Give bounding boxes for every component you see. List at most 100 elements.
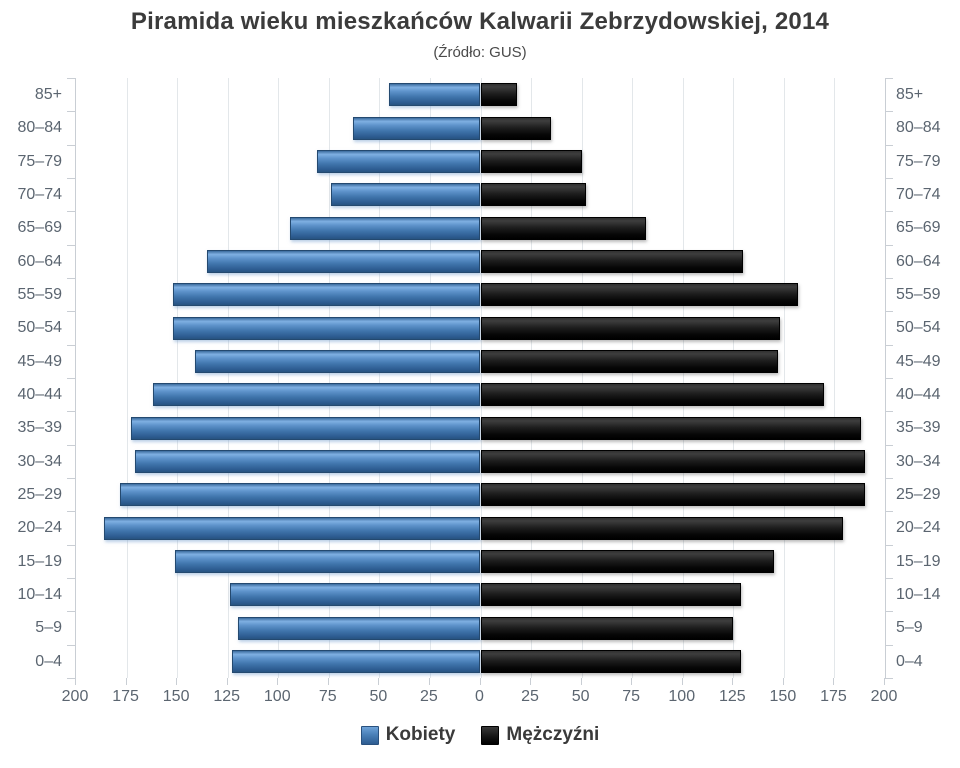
bar-mezczyzni-15–19	[480, 549, 774, 573]
legend-item-mezczyzni: Mężczyźni	[481, 724, 599, 746]
bar-mezczyzni-0–4	[480, 649, 742, 673]
x-axis-tick-label: 100	[263, 688, 291, 705]
y-axis-tick-left	[67, 678, 75, 679]
age-label-left: 80–84	[17, 119, 63, 137]
gridline	[379, 78, 381, 678]
age-label-right: 10–14	[896, 586, 941, 603]
y-axis-tick-right	[885, 311, 893, 312]
x-axis-tick-label: 200	[870, 688, 898, 705]
x-axis-tick	[378, 678, 380, 685]
bar-kobiety-75–79	[316, 149, 481, 173]
gridline	[733, 78, 735, 678]
plot-area	[75, 78, 886, 678]
y-axis-tick-right	[885, 278, 893, 279]
y-axis-tick-left	[67, 578, 75, 579]
y-axis-tick-left	[67, 611, 75, 612]
age-label-right: 35–39	[896, 419, 941, 437]
y-axis-tick-left	[67, 545, 75, 546]
y-axis-tick-right	[885, 345, 893, 346]
x-axis-tick	[580, 678, 582, 685]
page-subtitle: (Źródło: GUS)	[433, 44, 527, 61]
x-axis-tick-label: 75	[622, 688, 641, 705]
bar-kobiety-0–4	[231, 649, 481, 673]
age-label-right: 40–44	[896, 386, 941, 403]
age-label-left: 60–64	[17, 252, 63, 270]
y-axis-tick-left	[67, 78, 75, 79]
gridline	[227, 78, 229, 678]
bar-kobiety-80–84	[353, 116, 481, 140]
bar-kobiety-45–49	[195, 349, 481, 373]
gridline	[278, 78, 280, 678]
bar-kobiety-15–19	[175, 549, 481, 573]
age-label-right: 75–79	[896, 152, 941, 170]
x-axis-tick-label: 25	[420, 688, 438, 705]
bar-kobiety-50–54	[173, 316, 481, 340]
bar-kobiety-65–69	[290, 216, 481, 240]
age-label-left: 50–54	[17, 319, 63, 337]
y-axis-tick-left	[67, 145, 75, 146]
x-axis-tick-label: 150	[162, 688, 190, 705]
age-label-right: 85+	[896, 86, 924, 103]
y-axis-tick-right	[885, 411, 893, 412]
bar-kobiety-5–9	[237, 616, 481, 640]
y-axis-tick-right	[885, 445, 893, 446]
y-axis-tick-left	[67, 478, 75, 479]
age-label-right: 15–19	[896, 552, 941, 570]
age-label-right: 25–29	[896, 486, 941, 503]
x-axis-tick	[428, 678, 430, 685]
age-label-left: 15–19	[17, 552, 63, 570]
y-axis-tick-right	[885, 78, 893, 79]
y-axis-tick-right	[885, 645, 893, 646]
y-axis-tick-right	[885, 111, 893, 112]
gridline	[783, 78, 785, 678]
age-label-left: 70–74	[17, 186, 63, 203]
legend-label-kobiety: Kobiety	[385, 724, 456, 745]
y-axis-tick-right	[885, 211, 893, 212]
x-axis-tick	[277, 678, 279, 685]
x-axis-tick-label: 100	[668, 688, 696, 705]
bar-mezczyzni-55–59	[480, 283, 799, 307]
x-axis-tick-label: 125	[213, 688, 241, 705]
x-axis-tick-label: 150	[769, 688, 797, 705]
age-label-left: 5–9	[35, 619, 62, 637]
mezczyzni-swatch-icon	[481, 725, 500, 745]
age-label-right: 70–74	[896, 186, 941, 203]
gridline	[328, 78, 330, 678]
page-title: Piramida wieku mieszkańców Kalwarii Zebr…	[130, 8, 830, 35]
x-axis-tick-label: 0	[475, 688, 484, 705]
x-axis-tick	[833, 678, 835, 685]
age-label-left: 55–59	[17, 286, 63, 303]
x-axis-tick-label: 175	[820, 688, 847, 705]
x-axis-tick	[75, 678, 76, 685]
bar-mezczyzni-65–69	[480, 216, 647, 240]
y-axis-tick-right	[885, 378, 893, 379]
age-label-left: 25–29	[17, 486, 63, 503]
kobiety-swatch-icon	[360, 725, 379, 745]
bar-mezczyzni-75–79	[480, 149, 582, 173]
y-axis-tick-left	[67, 278, 75, 279]
y-axis-tick-right	[885, 545, 893, 546]
x-axis-tick	[681, 678, 683, 685]
y-axis-tick-right	[885, 678, 893, 679]
age-label-right: 65–69	[896, 219, 941, 237]
bar-mezczyzni-40–44	[480, 383, 825, 407]
bar-kobiety-70–74	[330, 183, 481, 207]
age-label-left: 45–49	[17, 352, 63, 370]
y-axis-tick-right	[885, 478, 893, 479]
x-axis-tick	[479, 678, 481, 685]
x-axis-tick	[884, 678, 885, 685]
age-label-right: 0–4	[896, 652, 923, 670]
x-axis-tick-label: 125	[718, 688, 746, 705]
age-label-right: 5–9	[896, 619, 923, 637]
bar-mezczyzni-80–84	[480, 116, 552, 140]
y-axis-tick-right	[885, 178, 893, 179]
age-label-left: 65–69	[17, 219, 63, 237]
bar-mezczyzni-20–24	[480, 516, 843, 540]
x-axis-tick	[782, 678, 784, 685]
age-label-right: 45–49	[896, 352, 941, 370]
x-axis-tick	[125, 678, 127, 685]
y-axis-tick-left	[67, 411, 75, 412]
legend-item-kobiety: Kobiety	[360, 724, 456, 746]
x-axis-tick-label: 175	[112, 688, 139, 705]
